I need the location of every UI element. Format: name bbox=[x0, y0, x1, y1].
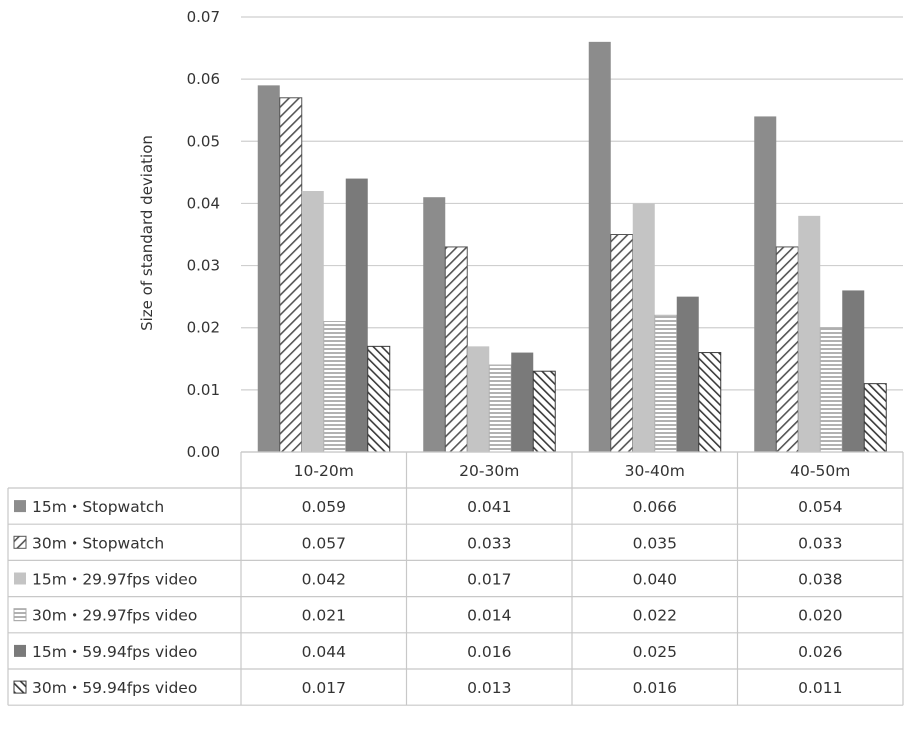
legend-label: 30m・29.97fps video bbox=[32, 607, 197, 625]
legend-key bbox=[14, 500, 26, 513]
bar-3-2 bbox=[798, 215, 821, 452]
bar-1-3 bbox=[488, 364, 512, 453]
bar-0-1 bbox=[279, 97, 303, 453]
bar-3-1 bbox=[775, 246, 799, 453]
x-category-label: 30-40m bbox=[625, 462, 685, 480]
data-value-label: 0.035 bbox=[633, 534, 677, 552]
legend-label: 15m・Stopwatch bbox=[32, 498, 164, 516]
legend-key bbox=[13, 535, 27, 549]
data-value-label: 0.020 bbox=[798, 607, 842, 625]
y-tick-label: 0.00 bbox=[187, 443, 220, 461]
bar-3-3 bbox=[819, 327, 843, 453]
bar-0-0 bbox=[257, 85, 280, 452]
bar-2-4 bbox=[676, 296, 699, 452]
data-value-label: 0.041 bbox=[467, 498, 511, 516]
bar-1-1 bbox=[444, 246, 468, 453]
bar-2-3 bbox=[654, 314, 678, 453]
bar-1-2 bbox=[467, 346, 490, 452]
legend-key bbox=[13, 608, 27, 622]
y-tick-label: 0.01 bbox=[187, 381, 220, 399]
bars bbox=[257, 41, 887, 453]
data-value-label: 0.044 bbox=[302, 643, 346, 661]
data-value-label: 0.016 bbox=[467, 643, 511, 661]
y-tick-label: 0.07 bbox=[187, 8, 220, 26]
bar-1-4 bbox=[511, 352, 534, 452]
x-category-label: 20-30m bbox=[459, 462, 519, 480]
bar-3-5 bbox=[863, 383, 887, 453]
x-category-label: 40-50m bbox=[790, 462, 850, 480]
y-tick-label: 0.04 bbox=[187, 194, 220, 212]
data-value-label: 0.013 bbox=[467, 679, 511, 697]
legend-key bbox=[14, 572, 26, 585]
bar-0-4 bbox=[345, 178, 368, 453]
legend-label: 15m・59.94fps video bbox=[32, 643, 197, 661]
bar-3-0 bbox=[754, 116, 777, 452]
legend-key bbox=[14, 644, 26, 657]
y-tick-label: 0.02 bbox=[187, 319, 220, 337]
bar-3-4 bbox=[842, 290, 865, 452]
bar-1-0 bbox=[423, 197, 446, 452]
data-table: 10-20m 20-30m 30-40m 40-50m 15m・Stopwatch 0.0… bbox=[7, 451, 904, 706]
data-value-label: 0.026 bbox=[798, 643, 842, 661]
bar-0-2 bbox=[301, 191, 324, 452]
data-value-label: 0.033 bbox=[798, 534, 842, 552]
data-value-label: 0.040 bbox=[633, 571, 677, 589]
data-value-label: 0.038 bbox=[798, 571, 842, 589]
data-value-label: 0.017 bbox=[467, 571, 511, 589]
data-value-label: 0.017 bbox=[302, 679, 346, 697]
data-value-label: 0.066 bbox=[633, 498, 677, 516]
legend-key bbox=[13, 680, 27, 694]
data-value-label: 0.033 bbox=[467, 534, 511, 552]
bar-2-2 bbox=[632, 203, 655, 452]
legend-label: 15m・29.97fps video bbox=[32, 571, 197, 589]
y-axis-ticks: 0.00 0.01 0.02 0.03 0.04 0.05 0.06 0.07 bbox=[187, 8, 220, 461]
legend-label: 30m・59.94fps video bbox=[32, 679, 197, 697]
data-value-label: 0.016 bbox=[633, 679, 677, 697]
data-value-label: 0.059 bbox=[302, 498, 346, 516]
bar-0-5 bbox=[367, 345, 391, 453]
bar-2-0 bbox=[588, 41, 611, 452]
data-value-label: 0.054 bbox=[798, 498, 842, 516]
bar-1-5 bbox=[532, 370, 556, 453]
y-tick-label: 0.05 bbox=[187, 132, 220, 150]
data-value-label: 0.025 bbox=[633, 643, 677, 661]
legend-label: 30m・Stopwatch bbox=[32, 534, 164, 552]
bar-2-1 bbox=[610, 234, 634, 453]
bar-0-3 bbox=[323, 321, 347, 453]
y-tick-label: 0.03 bbox=[187, 257, 220, 275]
y-axis-title: Size of standard deviation bbox=[138, 135, 156, 331]
y-tick-label: 0.06 bbox=[187, 70, 220, 88]
data-value-label: 0.021 bbox=[302, 607, 346, 625]
data-value-label: 0.011 bbox=[798, 679, 842, 697]
x-category-label: 10-20m bbox=[294, 462, 354, 480]
data-value-label: 0.042 bbox=[302, 571, 346, 589]
bar-2-5 bbox=[698, 352, 722, 453]
data-value-label: 0.014 bbox=[467, 607, 511, 625]
data-value-label: 0.022 bbox=[633, 607, 677, 625]
data-value-label: 0.057 bbox=[302, 534, 346, 552]
